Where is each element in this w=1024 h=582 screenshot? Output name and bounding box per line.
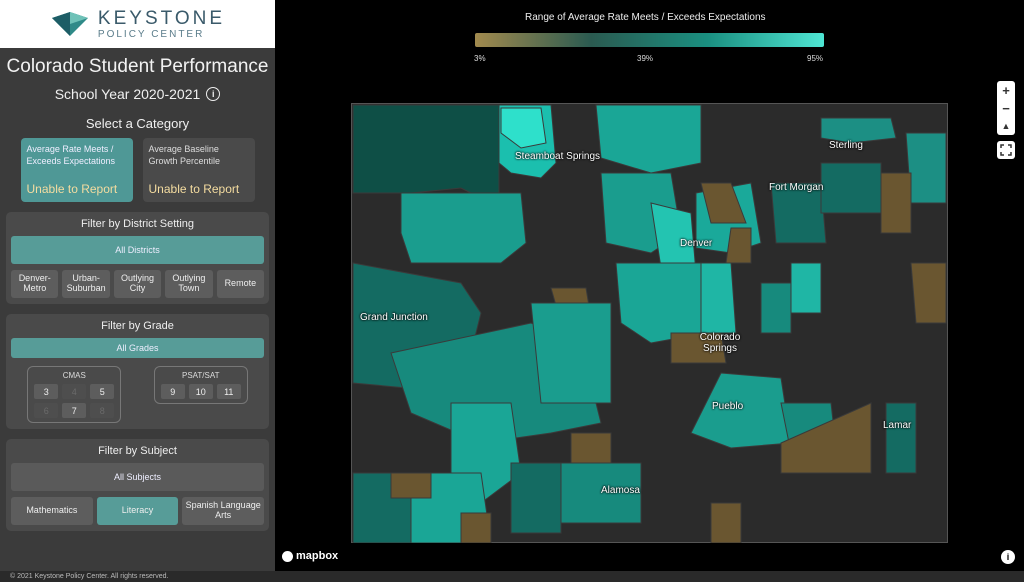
footer: © 2021 Keystone Policy Center. All right… (0, 571, 1024, 582)
city-label-sterling: Sterling (829, 140, 863, 151)
zoom-in-button[interactable]: + (1002, 82, 1010, 98)
mapbox-icon (282, 550, 293, 562)
legend-min-label: 3% (474, 54, 486, 63)
district-filter-panel: Filter by District Setting All Districts… (6, 212, 269, 304)
compass-button[interactable]: ▲ (1001, 121, 1011, 131)
grade-11-button[interactable]: 11 (216, 384, 241, 399)
grade-groups: CMAS 3 4 5 6 7 8 PSAT/SAT 9 10 (11, 366, 264, 423)
grade-8-button[interactable]: 8 (90, 403, 115, 418)
grade-filter-title: Filter by Grade (101, 320, 174, 332)
grade-10-button[interactable]: 10 (188, 384, 213, 399)
logo-text: KEYSTONE POLICY CENTER (98, 9, 225, 40)
all-grades-button[interactable]: All Grades (11, 338, 264, 358)
grade-filter-panel: Filter by Grade All Grades CMAS 3 4 5 6 … (6, 314, 269, 429)
city-label-denver: Denver (680, 238, 713, 249)
district-outlying-city-button[interactable]: Outlying City (113, 270, 162, 298)
zoom-control: + − ▲ (997, 81, 1015, 135)
category-card-growth[interactable]: Average Baseline Growth Percentile Unabl… (142, 138, 255, 202)
district-outlying-town-button[interactable]: Outlying Town (165, 270, 213, 298)
mapbox-label: mapbox (296, 550, 339, 562)
fullscreen-button[interactable] (997, 141, 1015, 159)
mapbox-logo[interactable]: mapbox (282, 550, 338, 562)
city-label-lamar: Lamar (883, 420, 912, 431)
grade-9-button[interactable]: 9 (160, 384, 185, 399)
logo-bar: KEYSTONE POLICY CENTER (0, 0, 275, 48)
keystone-logo-icon (51, 12, 88, 36)
category-card-meets-exceeds[interactable]: Average Rate Meets / Exceeds Expectation… (20, 138, 133, 202)
colorado-district-map[interactable] (351, 103, 948, 543)
category-card-label: Average Baseline Growth Percentile (148, 144, 221, 167)
school-year-label: School Year 2020-2021 (54, 86, 201, 102)
grade-5-button[interactable]: 5 (90, 384, 115, 399)
district-denver-metro-button[interactable]: Denver-Metro (11, 270, 59, 298)
category-card-label: Average Rate Meets / Exceeds Expectation… (26, 144, 116, 167)
all-subjects-button[interactable]: All Subjects (11, 463, 264, 491)
category-title: Select a Category (85, 116, 190, 131)
city-label-fort-morgan: Fort Morgan (769, 182, 824, 193)
cmas-group: CMAS 3 4 5 6 7 8 (27, 366, 122, 423)
district-options: Denver-Metro Urban-Suburban Outlying Cit… (11, 270, 265, 298)
subject-mathematics-button[interactable]: Mathematics (11, 497, 93, 525)
cmas-label: CMAS (62, 371, 86, 380)
sidebar: KEYSTONE POLICY CENTER Colorado Student … (0, 0, 275, 571)
legend-max-label: 95% (807, 54, 824, 63)
category-card-status: Unable to Report (148, 181, 240, 196)
subject-filter-panel: Filter by Subject All Subjects Mathemati… (6, 439, 269, 531)
page-title: Colorado Student Performance (6, 56, 269, 77)
psat-grid: 9 10 11 (160, 384, 241, 399)
city-label-steamboat-springs: Steamboat Springs (515, 151, 601, 162)
district-urban-suburban-button[interactable]: Urban-Suburban (62, 270, 110, 298)
fullscreen-icon (1000, 144, 1012, 156)
legend-title: Range of Average Rate Meets / Exceeds Ex… (525, 12, 766, 23)
category-card-status: Unable to Report (26, 181, 118, 196)
grade-6-button[interactable]: 6 (34, 403, 59, 418)
legend-gradient-bar (475, 33, 824, 47)
grade-7-button[interactable]: 7 (62, 403, 87, 418)
legend-mid-label: 39% (637, 54, 654, 63)
psat-group: PSAT/SAT 9 10 11 (153, 366, 248, 404)
subject-filter-title: Filter by Subject (98, 445, 177, 457)
school-year: School Year 2020-2021 i (0, 86, 275, 102)
city-label-pueblo: Pueblo (712, 401, 744, 412)
cmas-grid: 3 4 5 6 7 8 (34, 384, 115, 418)
category-row: Average Rate Meets / Exceeds Expectation… (0, 138, 275, 202)
grade-4-button[interactable]: 4 (62, 384, 87, 399)
district-filter-title: Filter by District Setting (80, 218, 195, 230)
zoom-out-button[interactable]: − (1002, 100, 1010, 116)
subject-spanish-button[interactable]: Spanish Language Arts (182, 497, 265, 525)
brand-name: KEYSTONE (97, 7, 226, 29)
map-area[interactable]: Range of Average Rate Meets / Exceeds Ex… (275, 0, 1024, 571)
district-remote-button[interactable]: Remote (216, 270, 265, 298)
all-districts-button[interactable]: All Districts (11, 236, 264, 264)
city-label-grand-junction: Grand Junction (360, 312, 428, 323)
psat-label: PSAT/SAT (182, 371, 220, 380)
subject-options: Mathematics Literacy Spanish Language Ar… (11, 497, 265, 525)
subject-literacy-button[interactable]: Literacy (96, 497, 179, 525)
city-label-colorado-springs: Colorado Springs (699, 332, 741, 354)
attribution-info-icon[interactable]: i (1001, 550, 1015, 564)
info-icon[interactable]: i (206, 87, 221, 101)
city-label-alamosa: Alamosa (601, 485, 640, 496)
brand-sub: POLICY CENTER (97, 28, 205, 40)
grade-3-button[interactable]: 3 (34, 384, 59, 399)
